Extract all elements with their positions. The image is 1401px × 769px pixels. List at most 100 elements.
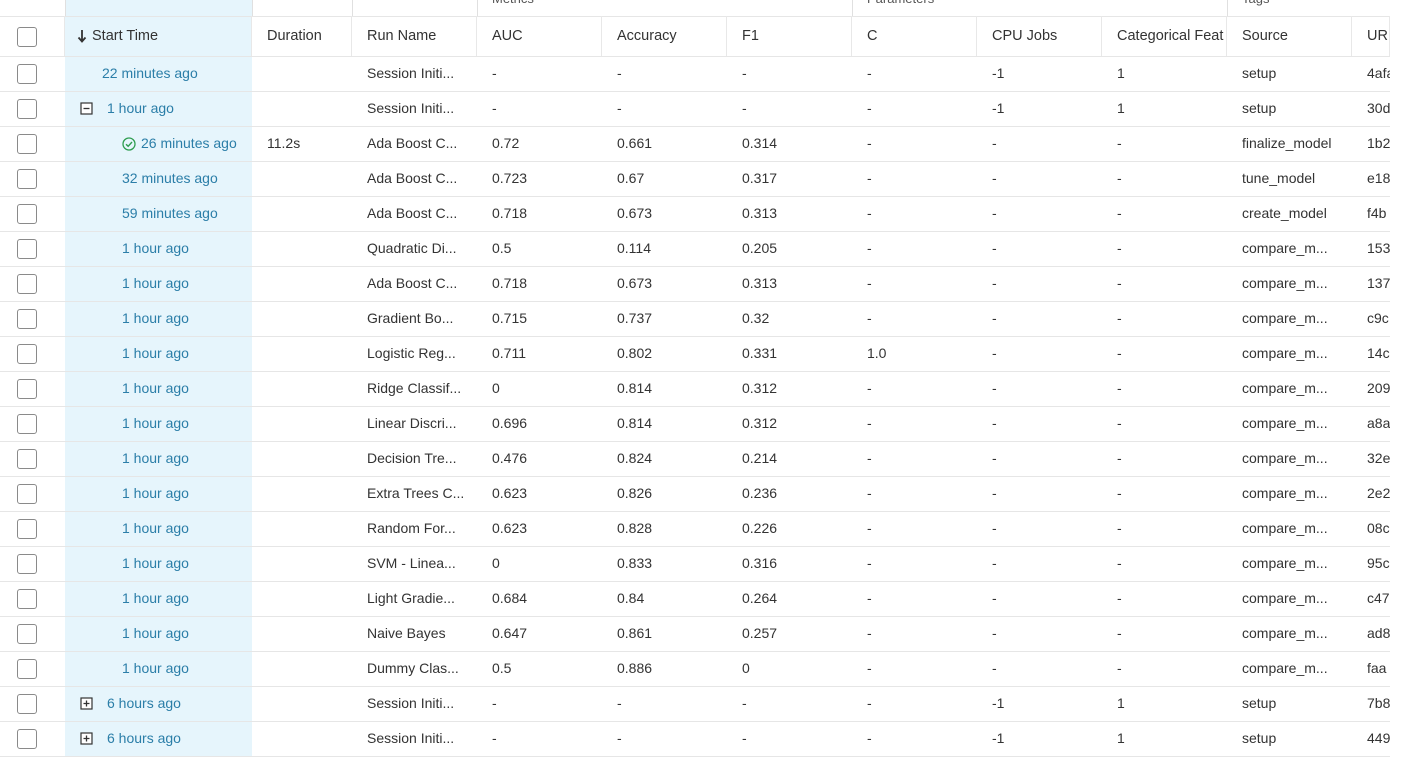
start-time[interactable]: 1 hour ago bbox=[122, 450, 189, 466]
start-time[interactable]: 32 minutes ago bbox=[122, 170, 218, 186]
cell: - bbox=[742, 730, 747, 746]
column-header[interactable]: Duration bbox=[252, 16, 352, 56]
row-border bbox=[0, 266, 1390, 267]
cell: 153 bbox=[1367, 240, 1390, 256]
cell: - bbox=[742, 65, 747, 81]
checkbox[interactable] bbox=[17, 659, 37, 679]
start-time[interactable]: 6 hours ago bbox=[107, 695, 181, 711]
column-header[interactable]: Source bbox=[1227, 16, 1352, 56]
cell: 0.828 bbox=[617, 520, 653, 536]
checkbox[interactable] bbox=[17, 169, 37, 189]
cell: - bbox=[867, 240, 872, 256]
row-border bbox=[0, 616, 1390, 617]
checkbox[interactable] bbox=[17, 309, 37, 329]
cell: - bbox=[742, 100, 747, 116]
expand-toggle[interactable] bbox=[80, 732, 94, 746]
checkbox[interactable] bbox=[17, 414, 37, 434]
cell: faa bbox=[1367, 660, 1387, 676]
checkbox[interactable] bbox=[17, 64, 37, 84]
checkbox[interactable] bbox=[17, 484, 37, 504]
start-time[interactable]: 1 hour ago bbox=[122, 520, 189, 536]
checkbox[interactable] bbox=[17, 344, 37, 364]
start-time[interactable]: 1 hour ago bbox=[107, 100, 174, 116]
cell: -1 bbox=[992, 730, 1005, 746]
column-header[interactable]: Run Name bbox=[352, 16, 477, 56]
cell: 7b8 bbox=[1367, 695, 1390, 711]
checkbox[interactable] bbox=[17, 379, 37, 399]
group-header: Parameters bbox=[867, 0, 934, 6]
cell: - bbox=[867, 450, 872, 466]
checkbox[interactable] bbox=[17, 589, 37, 609]
cell: - bbox=[867, 485, 872, 501]
cell: compare_m... bbox=[1242, 520, 1328, 536]
start-time[interactable]: 1 hour ago bbox=[122, 660, 189, 676]
cell: - bbox=[867, 275, 872, 291]
separator bbox=[352, 0, 353, 16]
start-time[interactable]: 1 hour ago bbox=[122, 310, 189, 326]
column-header[interactable]: Start Time bbox=[65, 16, 252, 56]
start-time[interactable]: 1 hour ago bbox=[122, 240, 189, 256]
column-header[interactable]: Categorical Feat bbox=[1102, 16, 1227, 56]
cell: 1 bbox=[1117, 730, 1125, 746]
checkbox[interactable] bbox=[17, 729, 37, 749]
column-header[interactable]: Accuracy bbox=[602, 16, 727, 56]
cell: - bbox=[992, 240, 997, 256]
start-time[interactable]: 26 minutes ago bbox=[141, 135, 237, 151]
cell: 0.313 bbox=[742, 205, 778, 221]
row-border bbox=[0, 16, 1390, 17]
checkbox[interactable] bbox=[17, 449, 37, 469]
start-time[interactable]: 22 minutes ago bbox=[102, 65, 198, 81]
start-time[interactable]: 6 hours ago bbox=[107, 730, 181, 746]
expand-toggle[interactable] bbox=[80, 102, 94, 116]
checkbox[interactable] bbox=[17, 624, 37, 644]
start-time[interactable]: 1 hour ago bbox=[122, 625, 189, 641]
cell: 0.833 bbox=[617, 555, 653, 571]
start-time[interactable]: 1 hour ago bbox=[122, 555, 189, 571]
sort-arrow bbox=[77, 30, 87, 43]
cell: - bbox=[992, 450, 997, 466]
cell: Random For... bbox=[367, 520, 456, 536]
cell: - bbox=[992, 485, 997, 501]
column-header[interactable]: URI bbox=[1352, 16, 1390, 56]
cell: - bbox=[1117, 450, 1122, 466]
start-time[interactable]: 1 hour ago bbox=[122, 275, 189, 291]
cell: compare_m... bbox=[1242, 240, 1328, 256]
cell: 0.861 bbox=[617, 625, 653, 641]
cell: - bbox=[867, 555, 872, 571]
row-border bbox=[0, 546, 1390, 547]
start-time[interactable]: 1 hour ago bbox=[122, 345, 189, 361]
checkbox[interactable] bbox=[17, 27, 37, 47]
start-time[interactable]: 1 hour ago bbox=[122, 415, 189, 431]
row-border bbox=[0, 231, 1390, 232]
start-time[interactable]: 59 minutes ago bbox=[122, 205, 218, 221]
start-time[interactable]: 1 hour ago bbox=[122, 485, 189, 501]
column-header[interactable]: C bbox=[852, 16, 977, 56]
cell: compare_m... bbox=[1242, 555, 1328, 571]
checkbox[interactable] bbox=[17, 239, 37, 259]
cell: 0.886 bbox=[617, 660, 653, 676]
checkbox[interactable] bbox=[17, 134, 37, 154]
start-time[interactable]: 1 hour ago bbox=[122, 590, 189, 606]
cell: c9c bbox=[1367, 310, 1389, 326]
column-header[interactable]: CPU Jobs bbox=[977, 16, 1102, 56]
row-border bbox=[0, 651, 1390, 652]
column-header[interactable]: AUC bbox=[477, 16, 602, 56]
checkbox[interactable] bbox=[17, 554, 37, 574]
cell: Session Initi... bbox=[367, 65, 455, 81]
cell: - bbox=[1117, 135, 1122, 151]
cell: 08c bbox=[1367, 520, 1390, 536]
cell: compare_m... bbox=[1242, 625, 1328, 641]
expand-toggle[interactable] bbox=[80, 697, 94, 711]
column-header[interactable]: F1 bbox=[727, 16, 852, 56]
checkbox[interactable] bbox=[17, 519, 37, 539]
checkbox[interactable] bbox=[17, 204, 37, 224]
cell: - bbox=[867, 65, 872, 81]
cell: -1 bbox=[992, 695, 1005, 711]
cell: 0.826 bbox=[617, 485, 653, 501]
cell: compare_m... bbox=[1242, 345, 1328, 361]
checkbox[interactable] bbox=[17, 99, 37, 119]
start-time[interactable]: 1 hour ago bbox=[122, 380, 189, 396]
checkbox[interactable] bbox=[17, 274, 37, 294]
checkbox[interactable] bbox=[17, 694, 37, 714]
cell: 2e2 bbox=[1367, 485, 1390, 501]
